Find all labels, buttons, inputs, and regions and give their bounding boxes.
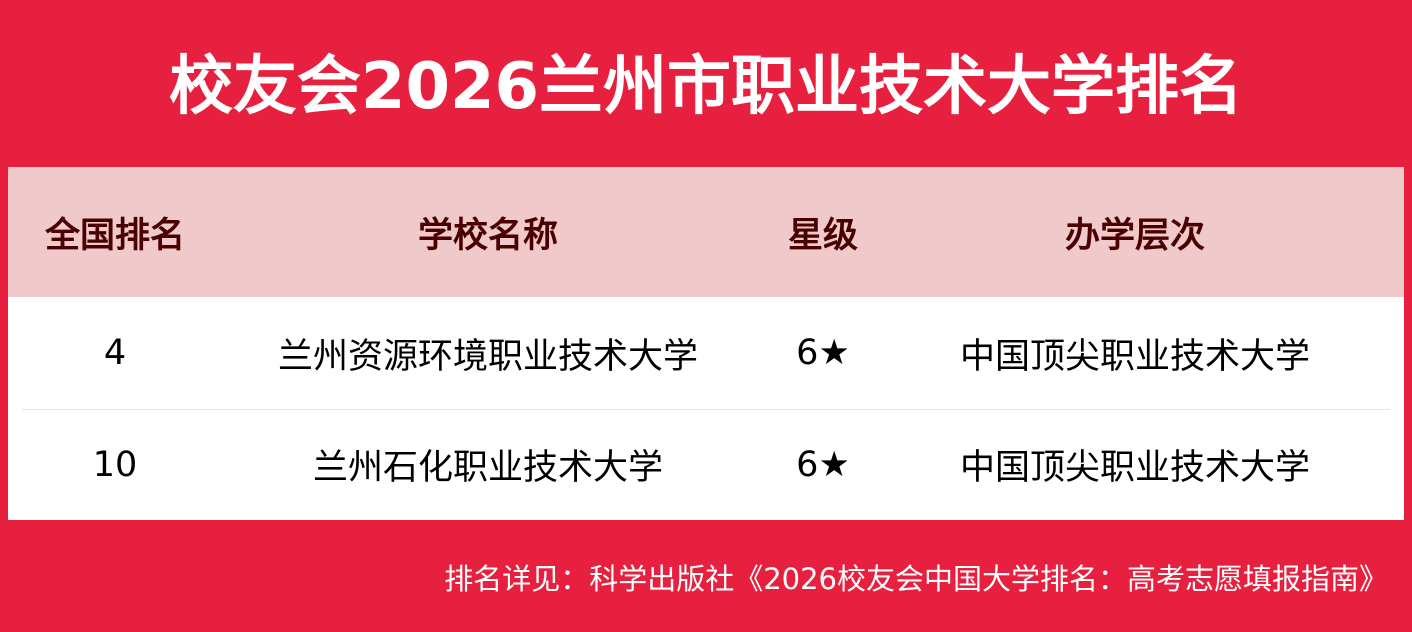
source-note: 排名详见：科学出版社《2026校友会中国大学排名：高考志愿填报指南》 xyxy=(444,562,1388,596)
rank-cell: 4 xyxy=(103,333,127,373)
stars-cell: 6★ xyxy=(796,333,850,373)
rank-cell: 10 xyxy=(92,444,138,485)
header-rank: 全国排名 xyxy=(44,215,185,256)
header-level: 办学层次 xyxy=(1064,215,1205,256)
header-school: 学校名称 xyxy=(417,215,558,256)
school-cell: 兰州石化职业技术大学 xyxy=(312,448,663,488)
table-row: 10 兰州石化职业技术大学 6★ 中国顶尖职业技术大学 xyxy=(8,409,1404,520)
table-header: 全国排名 学校名称 星级 办学层次 xyxy=(8,167,1404,297)
level-cell: 中国顶尖职业技术大学 xyxy=(959,336,1310,377)
header-stars: 星级 xyxy=(787,215,858,256)
page-title: 校友会2026兰州市职业技术大学排名 xyxy=(168,50,1244,124)
level-cell: 中国顶尖职业技术大学 xyxy=(959,448,1310,488)
row-divider xyxy=(22,409,1390,410)
school-cell: 兰州资源环境职业技术大学 xyxy=(277,336,698,377)
stars-cell: 6★ xyxy=(796,444,850,485)
ranking-table: 全国排名 学校名称 星级 办学层次 4 兰州资源环境职业技术大学 6★ 中国顶尖… xyxy=(8,167,1404,520)
table-row: 4 兰州资源环境职业技术大学 6★ 中国顶尖职业技术大学 xyxy=(8,297,1404,409)
